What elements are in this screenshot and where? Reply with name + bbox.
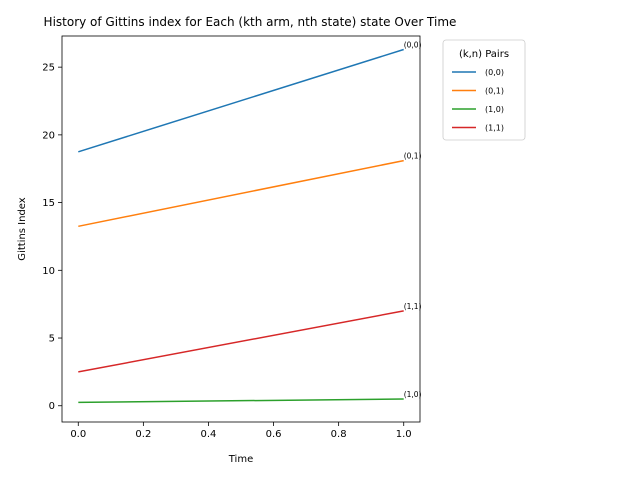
legend-entry-label: (0,1) [485,87,504,96]
legend-title: (k,n) Pairs [459,49,509,60]
plot-frame [61,35,421,423]
series-line [78,48,404,153]
y-tick-label: 20 [42,130,55,141]
y-tick-label: 15 [42,198,55,209]
series-end-labels: (0,0) (0,1) (1,0) (1,1) [404,41,422,399]
series-end-label: (0,0) [404,41,422,50]
legend-entry-label: (1,0) [485,105,504,114]
x-tick-label: 0.8 [331,429,347,440]
x-axis-ticks: 0.0 0.2 0.4 0.6 0.8 1.0 [70,422,412,440]
series-lines [78,48,404,404]
x-axis-label: Time [228,454,253,465]
legend-frame [442,39,526,141]
legend-entry-label: (0,0) [485,68,504,77]
series-end-label: (1,1) [404,302,422,311]
y-axis-label: Gittins Index [17,197,28,260]
y-tick-label: 10 [42,266,55,277]
y-axis-ticks: 0 5 10 15 20 25 [42,63,62,412]
x-tick-label: 0.6 [266,429,282,440]
series-line [78,310,404,373]
y-tick-label: 0 [49,401,55,412]
series-end-label: (1,0) [404,390,422,399]
x-tick-label: 0.4 [201,429,217,440]
y-tick-label: 5 [49,334,55,345]
legend-entry-label: (1,1) [485,124,504,133]
series-line [78,159,404,228]
y-tick-label: 25 [42,63,55,74]
x-tick-label: 0.0 [70,429,86,440]
series-end-label: (0,1) [404,152,422,161]
x-tick-label: 1.0 [396,429,412,440]
legend: (k,n) Pairs (0,0) (0,1) (1,0) (1,1) [442,39,526,141]
legend-items: (0,0) (0,1) (1,0) (1,1) [452,68,504,133]
chart-title: History of Gittins index for Each (kth a… [44,15,457,29]
series-line [78,398,404,404]
x-tick-label: 0.2 [135,429,151,440]
